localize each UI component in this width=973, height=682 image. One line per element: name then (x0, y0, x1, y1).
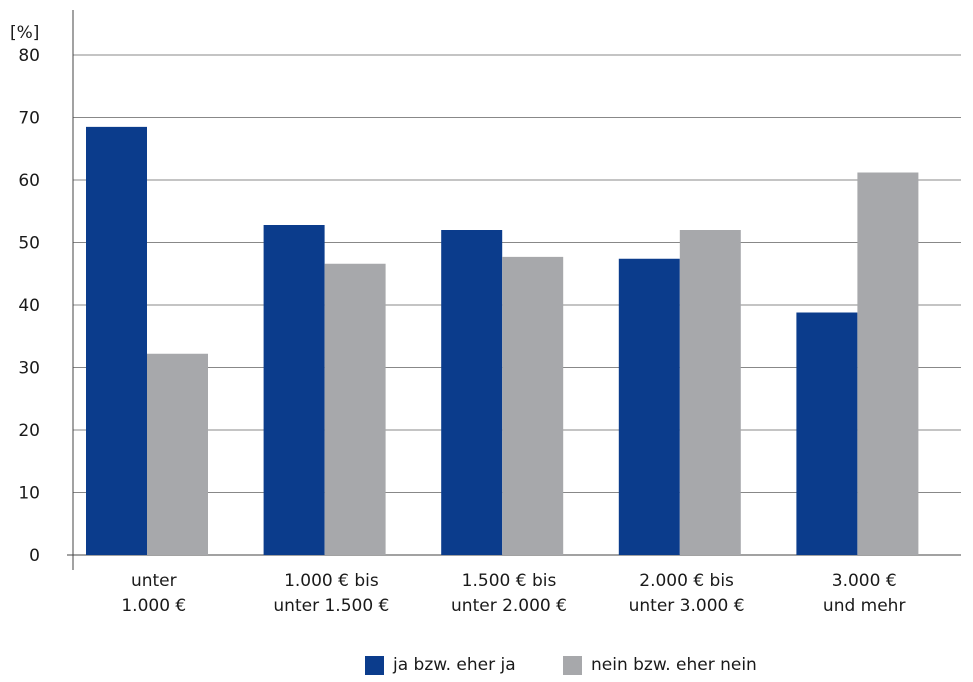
x-category-label: 1.000 € (121, 596, 186, 616)
x-category-label: 1.000 € bis (284, 571, 379, 591)
bar-chart: 0 10 20 30 40 50 60 70 80 [%] unter 1.000 € 1.000 € … (10, 10, 961, 616)
legend-label-ja: ja bzw. eher ja (393, 655, 516, 675)
x-category-label: unter 3.000 € (629, 596, 745, 616)
bar-ja (263, 225, 325, 555)
y-tick-label: 60 (18, 171, 40, 191)
y-tick-label: 80 (18, 46, 40, 66)
y-tick-label: 0 (29, 546, 40, 566)
bar-ja (796, 312, 858, 555)
bar-nein (502, 256, 564, 555)
bar-nein (147, 353, 208, 555)
legend: ja bzw. eher ja nein bzw. eher nein (0, 650, 973, 680)
x-category-label: unter 1.500 € (273, 596, 389, 616)
bar-ja (86, 126, 147, 555)
bar-ja (618, 258, 680, 555)
x-category-label: 1.500 € bis (462, 571, 557, 591)
y-tick-label: 30 (18, 359, 40, 379)
bar-nein (324, 263, 386, 555)
y-tick-label: 50 (18, 234, 40, 254)
legend-item-nein: nein bzw. eher nein (563, 655, 757, 675)
legend-swatch-ja (365, 655, 384, 675)
legend-item-ja: ja bzw. eher ja (365, 655, 516, 675)
x-category-label: 3.000 € (832, 571, 897, 591)
x-category-label: unter (131, 571, 177, 591)
x-category-label: und mehr (823, 596, 906, 616)
legend-label-nein: nein bzw. eher nein (591, 655, 757, 675)
x-category-label: unter 2.000 € (451, 596, 567, 616)
bar-ja (441, 230, 503, 555)
legend-swatch-nein (563, 655, 582, 675)
x-category-label: 2.000 € bis (639, 571, 734, 591)
y-tick-label: 40 (18, 296, 40, 316)
y-tick-label: 10 (18, 484, 40, 504)
bar-nein (679, 230, 741, 555)
y-unit-label: [%] (10, 23, 39, 43)
bar-nein (857, 172, 919, 555)
y-tick-label: 20 (18, 421, 40, 441)
y-tick-label: 70 (18, 109, 40, 129)
